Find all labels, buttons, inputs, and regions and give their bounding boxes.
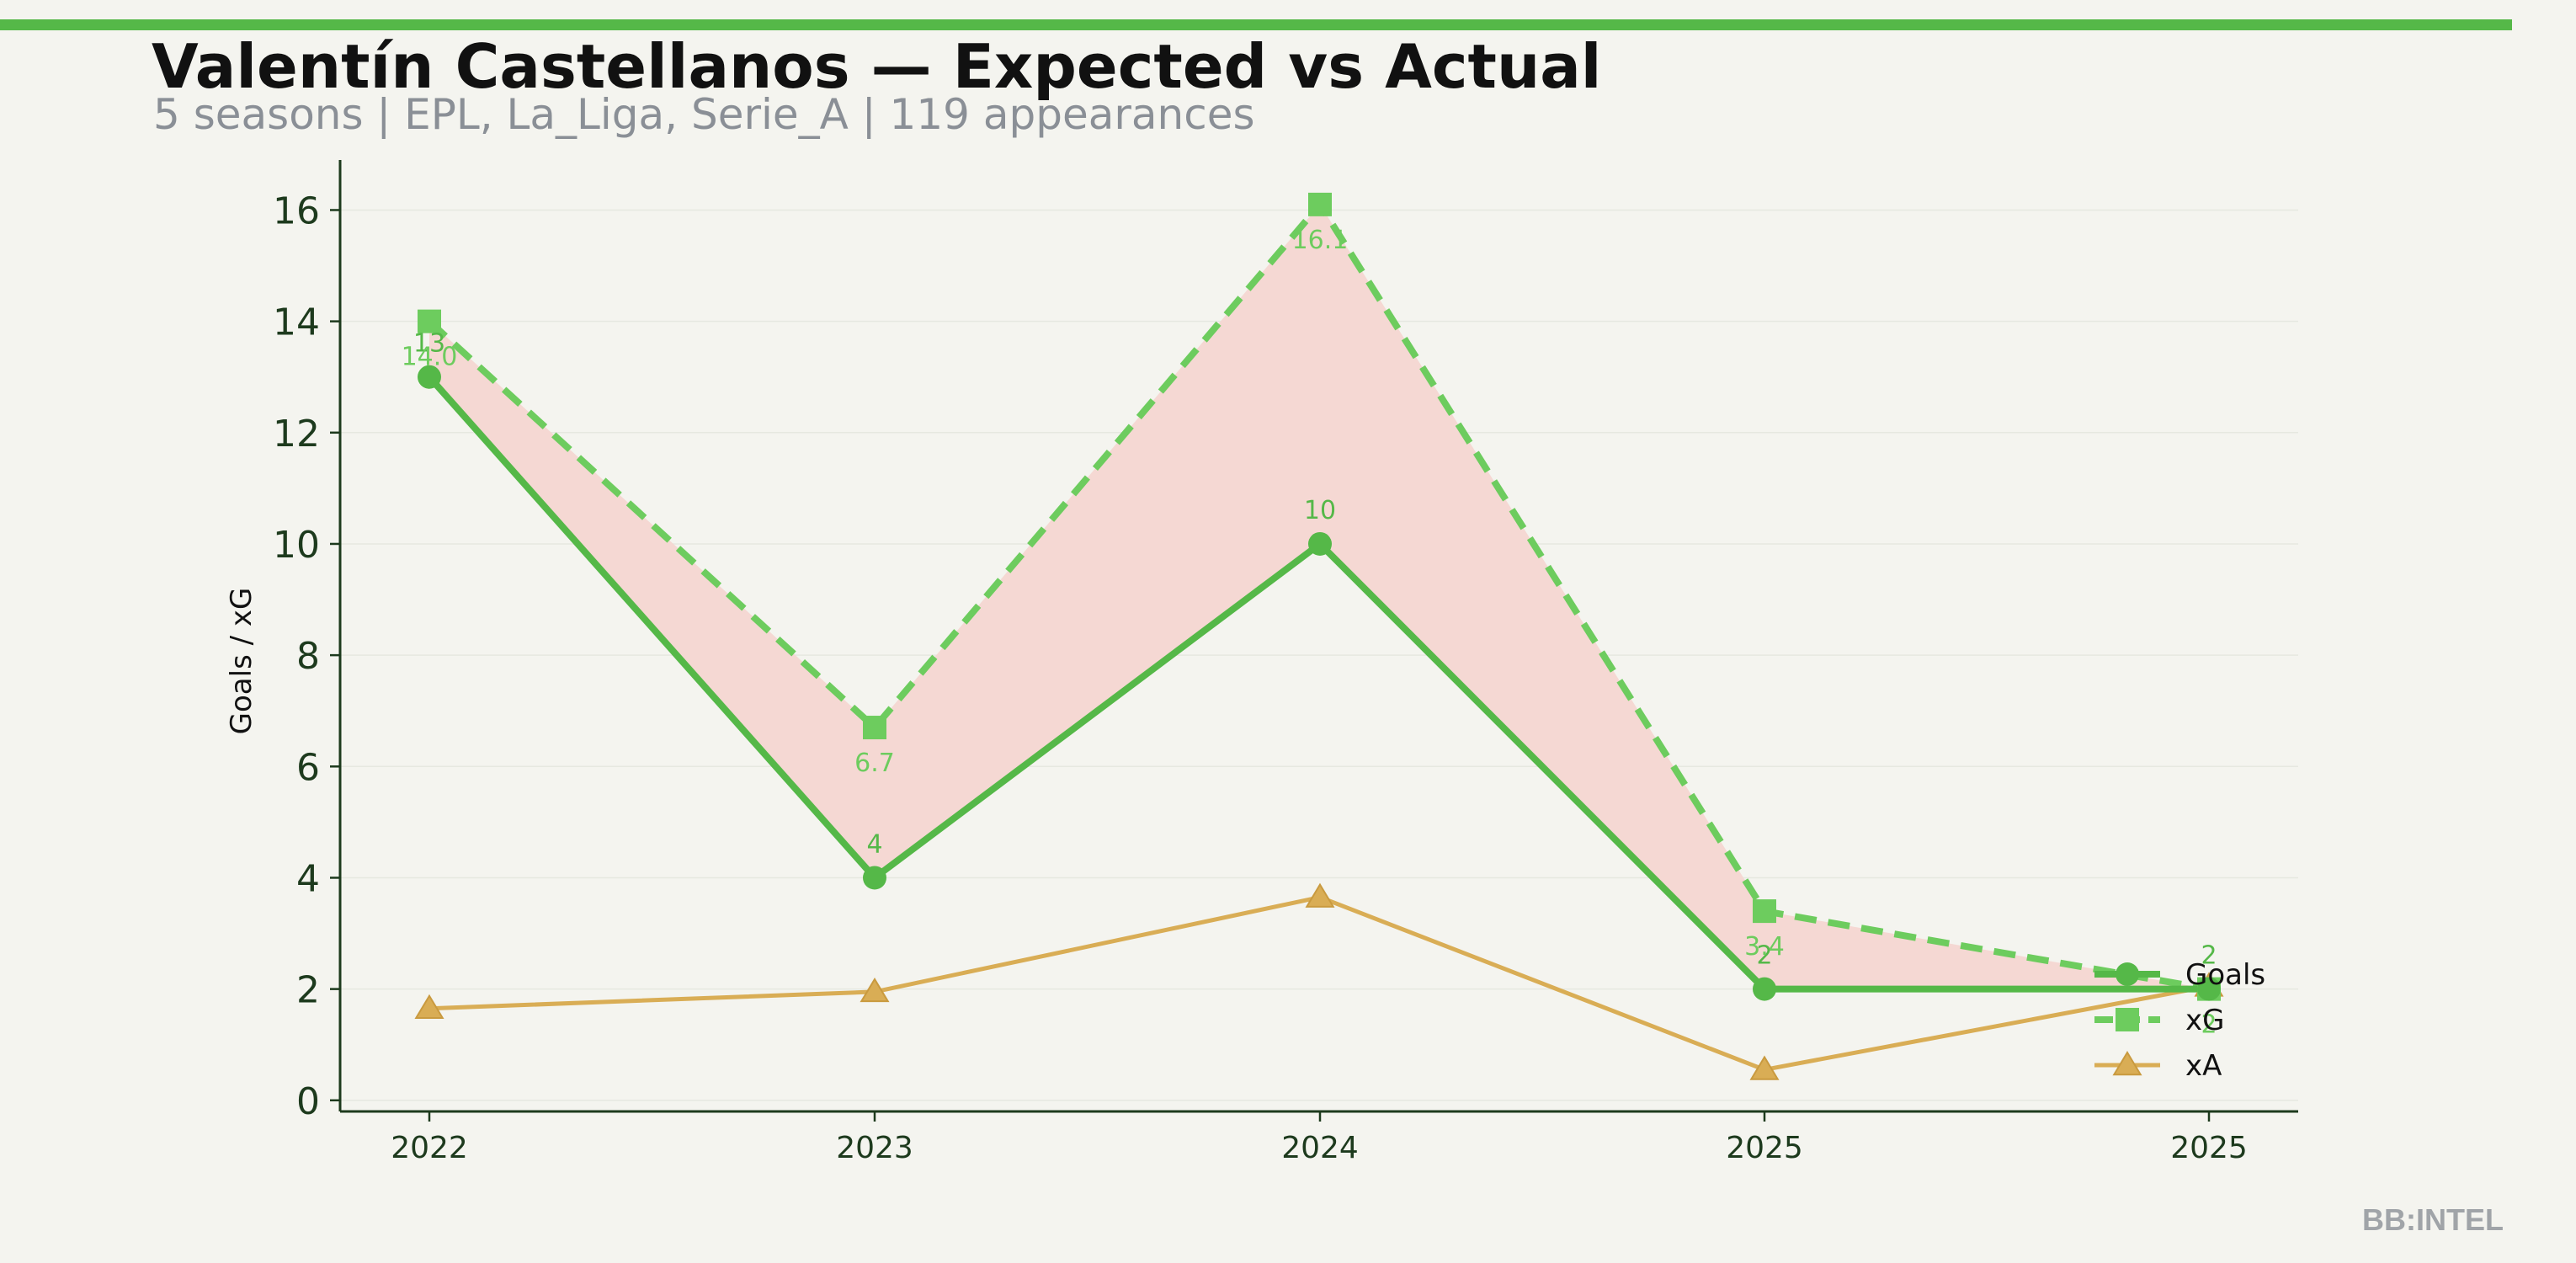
xa-point — [1749, 1055, 1780, 1080]
xa-point — [860, 977, 890, 1003]
y-tick-label: 10 — [273, 524, 320, 567]
xg-data-label: 6.7 — [854, 749, 895, 778]
xg-point — [863, 716, 886, 740]
goals-data-label: 4 — [866, 829, 882, 859]
legend-xa-label: xA — [2185, 1049, 2222, 1083]
goals-data-label: 13 — [413, 329, 445, 359]
y-tick-label: 12 — [273, 413, 320, 456]
goals-data-label: 2 — [2201, 941, 2217, 971]
goals-point — [1308, 531, 1332, 556]
x-tick-label: 2023 — [836, 1131, 913, 1165]
x-tick-label: 2025 — [2170, 1131, 2248, 1165]
legend-xa-marker — [2112, 1051, 2142, 1076]
x-tick-label: 2024 — [1281, 1131, 1359, 1165]
x-tick-label: 2025 — [1726, 1131, 1803, 1165]
accent-top-bar — [0, 19, 2512, 30]
goals-xg-gap-area — [429, 204, 2209, 989]
xg-data-label: 2 — [2201, 1010, 2217, 1040]
y-tick-label: 2 — [296, 969, 320, 1012]
y-axis-title: Goals / xG — [225, 588, 258, 735]
legend-goals-label: Goals — [2185, 958, 2265, 992]
legend-goals-marker — [2116, 962, 2139, 986]
y-tick-label: 8 — [296, 635, 320, 678]
goals-point — [2197, 977, 2221, 1001]
xg-point — [418, 309, 441, 333]
chart-subtitle: 5 seasons | EPL, La_Liga, Serie_A | 119 … — [153, 90, 1255, 139]
legend-layer: Goals xG xA — [2094, 958, 2265, 1083]
brand-watermark: BB:INTEL — [2362, 1202, 2504, 1237]
xg-data-label: 3.4 — [1744, 932, 1785, 962]
goals-data-label: 10 — [1304, 496, 1336, 525]
goals-point — [418, 365, 441, 389]
shade-layer — [429, 204, 2209, 989]
xg-data-label: 16.1 — [1292, 226, 1349, 255]
xa-point — [414, 994, 444, 1019]
chart-title: Valentín Castellanos — Expected vs Actua… — [152, 31, 1602, 102]
goals-point — [1753, 977, 1776, 1001]
xg-point — [1308, 192, 1332, 216]
y-tick-label: 4 — [296, 857, 320, 900]
series-layer — [414, 192, 2224, 1080]
legend-xg-label: xG — [2185, 1004, 2224, 1037]
legend-xg-marker — [2116, 1008, 2139, 1031]
goals-data-label: 2 — [1756, 941, 1772, 971]
y-tick-label: 6 — [296, 746, 320, 789]
x-tick-label: 2022 — [391, 1131, 468, 1165]
axes-layer: 0 2 4 6 8 10 12 14 16 2022 2023 2024 2025 2025 Goals /… — [225, 160, 2298, 1165]
xa-point — [1305, 882, 1335, 908]
y-tick-label: 16 — [273, 189, 320, 232]
goals-point — [863, 866, 886, 890]
xg-data-label: 14.0 — [402, 343, 458, 372]
y-tick-label: 0 — [296, 1080, 320, 1123]
xg-point — [1753, 899, 1776, 924]
y-tick-label: 14 — [273, 301, 320, 344]
